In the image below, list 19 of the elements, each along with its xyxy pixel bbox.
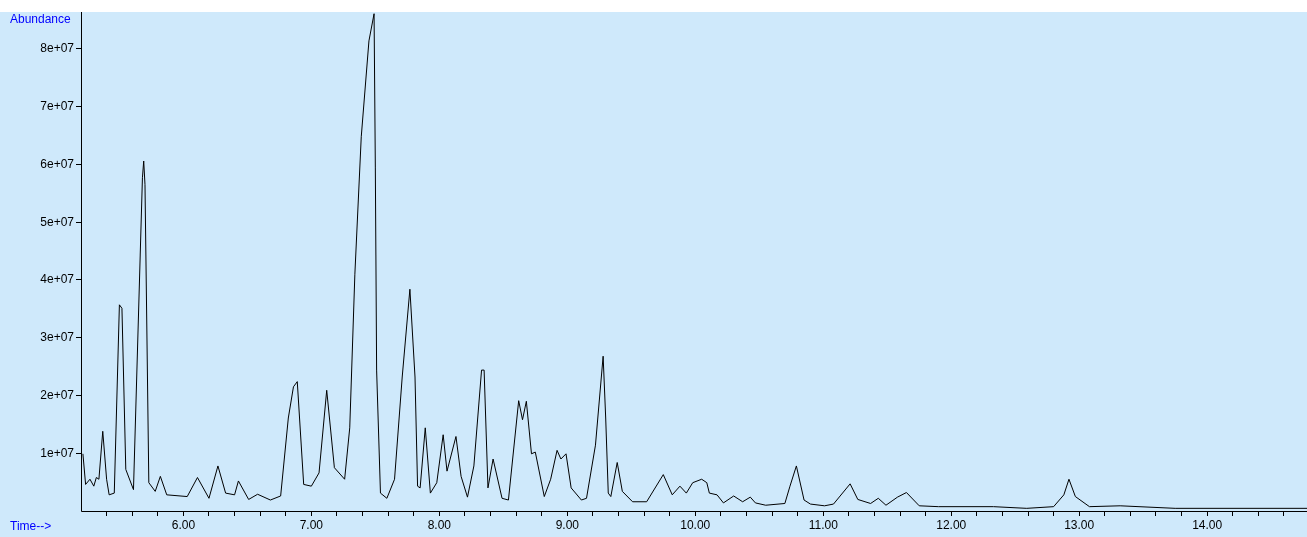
x-axis-title: Time--> (10, 519, 52, 534)
x-tick-label: 9.00 (555, 517, 580, 532)
x-tick-label: 14.00 (1192, 517, 1223, 532)
y-axis-title: Abundance (10, 12, 72, 27)
y-tick-label: 7e+07 (40, 99, 75, 114)
x-tick-label: 7.00 (299, 517, 324, 532)
x-tick-label: 10.00 (680, 517, 711, 532)
x-tick-label: 13.00 (1064, 517, 1095, 532)
x-tick-label: 11.00 (808, 517, 839, 532)
y-tick-label: 1e+07 (40, 445, 75, 460)
x-tick-label: 12.00 (936, 517, 967, 532)
y-tick-label: 2e+07 (40, 387, 75, 402)
y-tick-label: 8e+07 (40, 41, 75, 56)
y-tick-label: 3e+07 (40, 330, 75, 345)
x-tick-label: 8.00 (427, 517, 452, 532)
x-tick-label: 6.00 (171, 517, 196, 532)
y-tick-label: 6e+07 (40, 156, 75, 171)
y-tick-label: 5e+07 (40, 214, 75, 229)
y-tick-label: 4e+07 (40, 272, 75, 287)
